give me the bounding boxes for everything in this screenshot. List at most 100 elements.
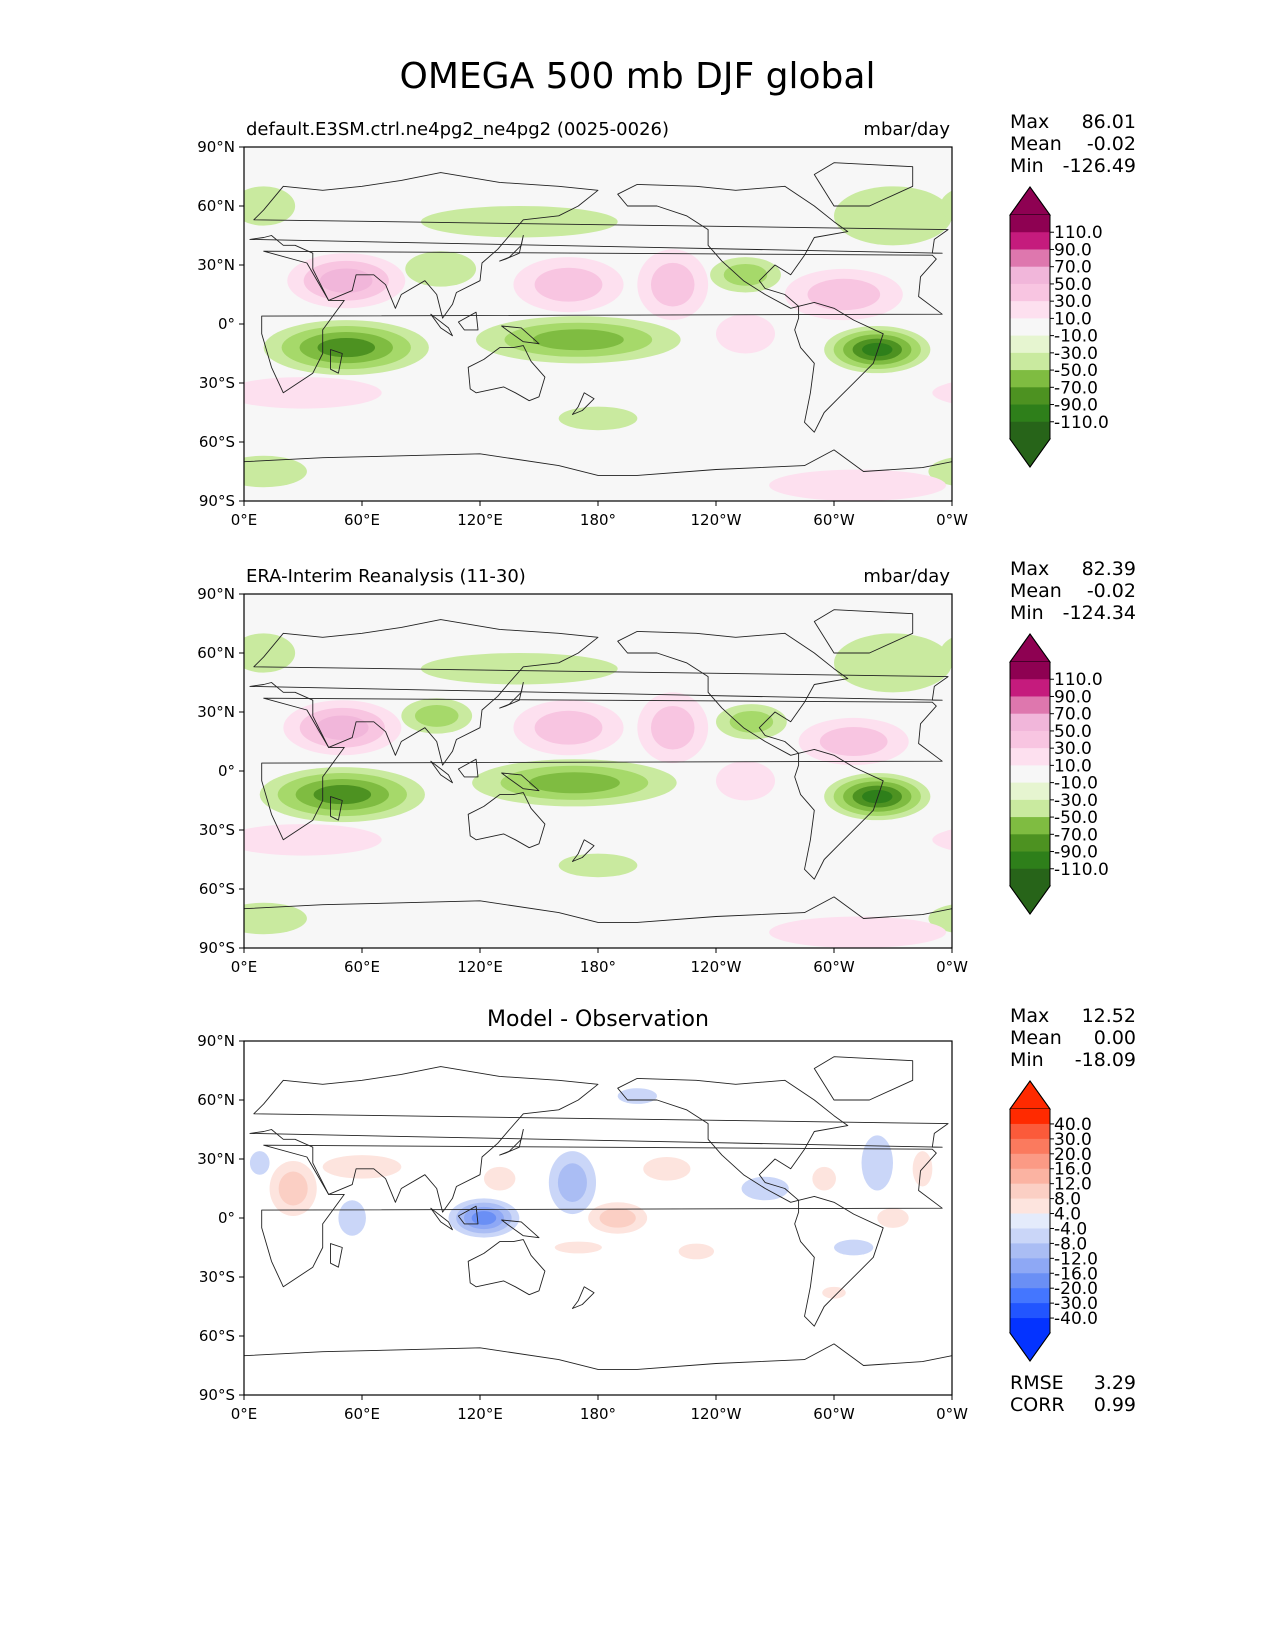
panel-1-feature-16 — [244, 377, 952, 409]
colorbar-band-5 — [1010, 301, 1050, 319]
panel-2-ytick-5: 60°S — [199, 880, 235, 898]
panel-3-colorbar: 40.030.020.016.012.08.04.0-4.0-8.0-12.0-… — [1009, 1080, 1098, 1362]
colorbar-band-5 — [1010, 1183, 1050, 1200]
colorbar-band-9 — [1010, 370, 1050, 388]
panel-2-colorbar: 110.090.070.050.030.010.0-10.0-30.0-50.0… — [1009, 633, 1109, 915]
panel-1-xtick-2: 120°E — [457, 511, 503, 529]
panel-2-title: ERA-Interim Reanalysis (11-30) — [246, 566, 526, 587]
panel-3-xtick-1: 60°E — [344, 1405, 380, 1423]
panel-1-feature-15 — [716, 314, 775, 354]
colorbar-band-3 — [1010, 266, 1050, 285]
colorbar-label-4: 30.0 — [1054, 292, 1092, 312]
colorbar-band-3 — [1010, 1153, 1050, 1170]
panel-1-ytick-2: 30°N — [197, 256, 235, 274]
panel-2-ytick-1: 60°N — [197, 644, 235, 662]
colorbar-label-7: -30.0 — [1054, 344, 1098, 364]
panel-2-feature-8 — [716, 704, 787, 740]
colorbar-band-0 — [1010, 215, 1050, 233]
coastline-6 — [244, 1343, 952, 1395]
panel-3-metrics: RMSE 3.29 CORR 0.99 — [1010, 1372, 1136, 1416]
colorbar-band-2 — [1010, 1138, 1050, 1155]
panel-3-feature-9 — [861, 1135, 893, 1191]
colorbar-band-13 — [1010, 1303, 1050, 1319]
panel-2-feature-9 — [420, 653, 618, 685]
panel-3-min: -18.09 — [1074, 1049, 1136, 1071]
panel-3-ytick-4: 30°S — [199, 1268, 235, 1286]
coastline-7 — [430, 313, 453, 337]
panel-2-xtick-1: 60°E — [344, 958, 380, 976]
panel-3-map: 0°E 60°E 120°E 180° 120°W 60°W 0°W 90°N 60°N 30°N… — [197, 1032, 968, 1423]
panel-1-xtick-5: 60°W — [813, 511, 855, 529]
colorbar-band-10 — [1010, 834, 1050, 853]
coastline-0 — [261, 697, 943, 841]
colorbar-band-2 — [1010, 249, 1050, 268]
coastline-11 — [571, 1286, 595, 1309]
panel-1-min: -126.49 — [1062, 155, 1136, 177]
panel-2-units: mbar/day — [863, 566, 950, 587]
panel-3-xtick-4: 120°W — [691, 1405, 742, 1423]
coastline-4 — [813, 609, 914, 654]
panel-2-feature-1 — [513, 700, 624, 756]
colorbar-outline — [1009, 633, 1051, 915]
panel-2-feature-15 — [716, 761, 775, 801]
colorbar-top-tip — [1009, 633, 1051, 663]
colorbar-band-11 — [1010, 851, 1050, 870]
panel-3-max: 12.52 — [1081, 1005, 1136, 1027]
panel-1-feature-10 — [834, 186, 952, 246]
panel-2-feature-5 — [472, 759, 677, 807]
colorbar-label-11: -110.0 — [1054, 860, 1109, 880]
colorbar-band-8 — [1010, 1228, 1050, 1244]
panel-2-ytick-3: 0° — [218, 762, 235, 780]
colorbar-band-4 — [1010, 283, 1050, 302]
panel-2-feature-2 — [637, 692, 709, 764]
coastline-7 — [430, 1207, 453, 1231]
panel-3-mean: 0.00 — [1093, 1027, 1136, 1049]
colorbar-label-10: -90.0 — [1054, 843, 1098, 863]
colorbar-band-4 — [1010, 730, 1050, 749]
colorbar-band-9 — [1010, 1243, 1050, 1259]
panel-2-feature-3 — [798, 717, 909, 766]
panel-2-xtick-0: 0°E — [231, 958, 258, 976]
panel-2-feature-4 — [259, 767, 425, 823]
coastline-10 — [499, 682, 524, 709]
main-title: OMEGA 500 mb DJF global — [399, 56, 876, 97]
coastline-12 — [330, 349, 343, 374]
panel-1-feature-1 — [513, 257, 624, 313]
panel-3-feature-13 — [678, 1243, 715, 1260]
panel-2-feature-11 — [244, 633, 952, 673]
panel-3-feature-15 — [617, 1088, 657, 1104]
panel-1-ytick-4: 30°S — [199, 374, 235, 392]
coastline-1 — [249, 1066, 949, 1213]
colorbar-label-13: -40.0 — [1054, 1309, 1098, 1329]
coastline-5 — [794, 748, 884, 880]
panel-3-xtick-0: 0°E — [231, 1405, 258, 1423]
panel-2-ytick-2: 30°N — [197, 703, 235, 721]
panel-3-stats: Max 12.52 Mean 0.00 Min -18.09 — [1010, 1005, 1136, 1071]
panel-2-feature-16 — [244, 824, 952, 856]
panel-1-ytick-6: 90°S — [199, 492, 235, 510]
panel-3-feature-0 — [269, 1160, 317, 1217]
colorbar-band-9 — [1010, 817, 1050, 835]
panel-2-ytick-0: 90°N — [197, 585, 235, 603]
panel-1-max: 86.01 — [1081, 111, 1136, 133]
panel-1-ytick-1: 60°N — [197, 197, 235, 215]
panel-2-map: 0°E 60°E 120°E 180° 120°W 60°W 0°W 90°N 60°N 30°N… — [197, 585, 968, 976]
coastline-7 — [430, 760, 453, 784]
coastline-12 — [330, 796, 343, 821]
panel-2-feature-7 — [401, 698, 473, 734]
colorbar-band-3 — [1010, 713, 1050, 732]
panel-2-min: -124.34 — [1062, 602, 1136, 624]
panel-1-feature-9 — [420, 206, 618, 238]
panel-3-rmse: 3.29 — [1093, 1372, 1136, 1394]
coastline-9 — [501, 1219, 540, 1239]
colorbar-outline — [1009, 1080, 1051, 1362]
panel-1-units: mbar/day — [863, 119, 950, 140]
coastline-5 — [794, 301, 884, 433]
panel-3-xtick-2: 120°E — [457, 1405, 503, 1423]
panel-3-ytick-2: 30°N — [197, 1150, 235, 1168]
colorbar-label-1: 90.0 — [1054, 687, 1092, 707]
colorbar-band-6 — [1010, 1198, 1050, 1215]
coastline-2 — [467, 1239, 546, 1296]
panel-3-feature-18 — [822, 1286, 846, 1299]
